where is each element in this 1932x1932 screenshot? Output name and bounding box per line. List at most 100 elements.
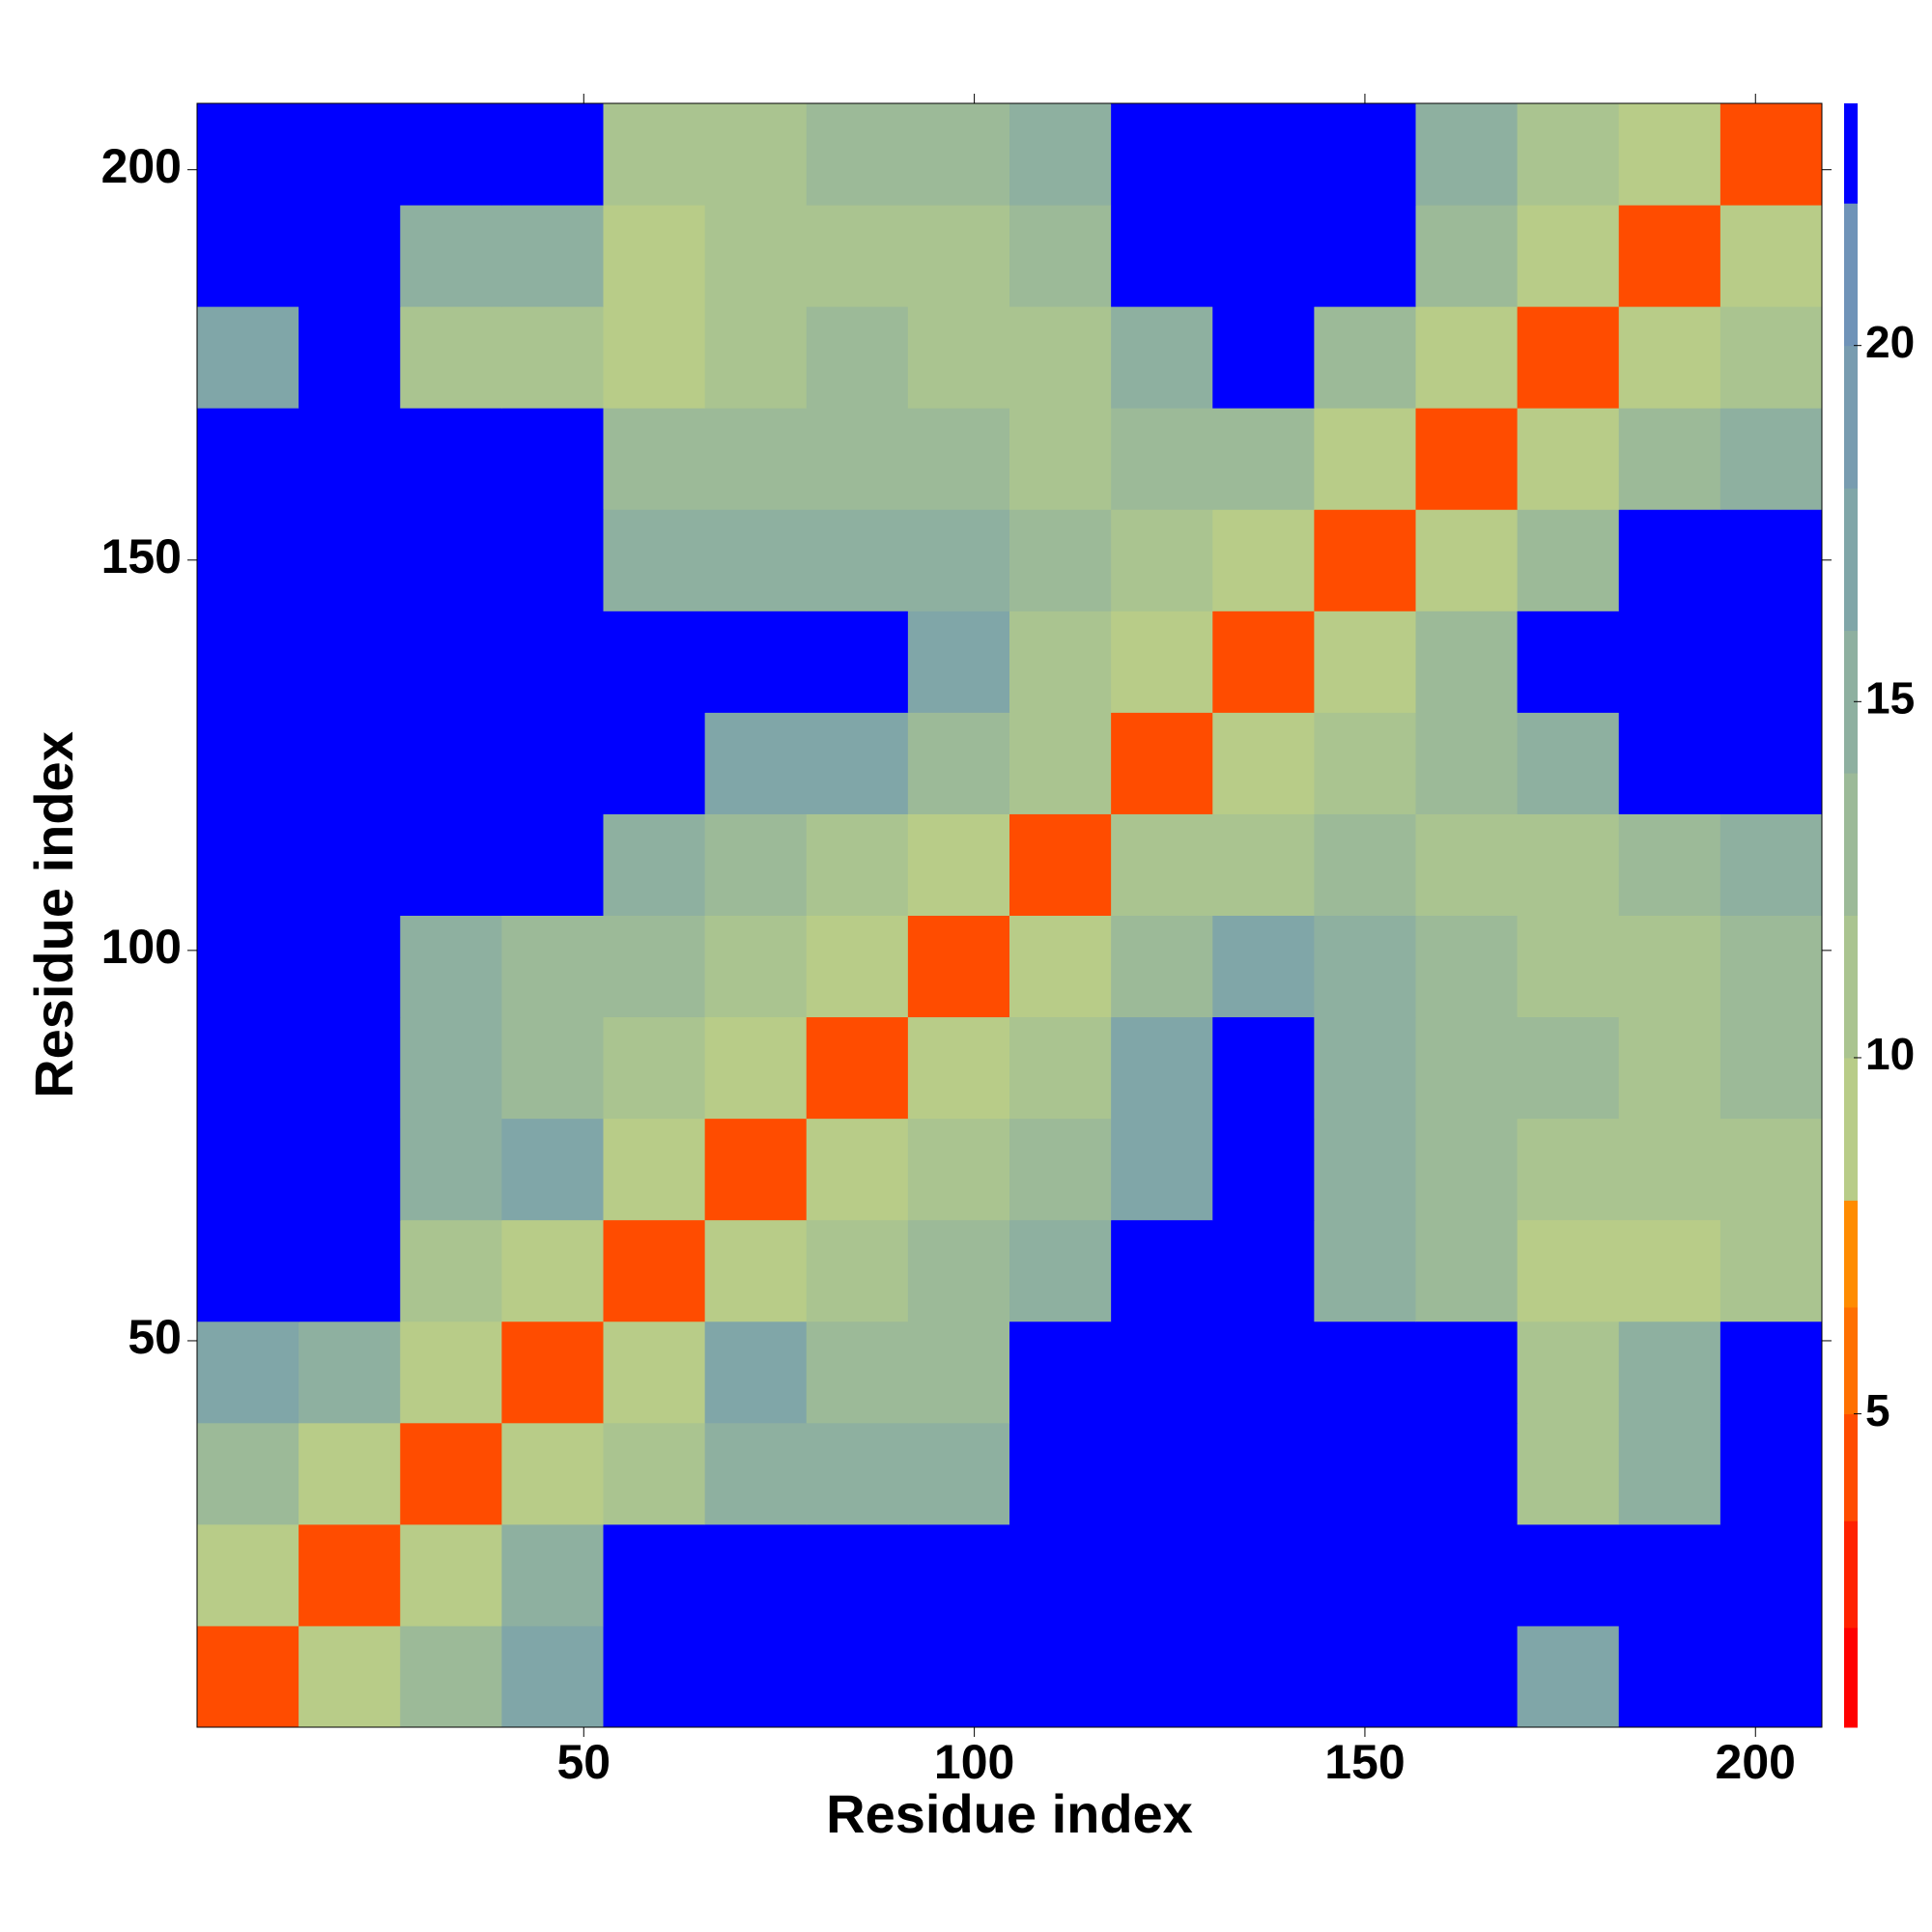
heatmap-cell <box>197 103 299 206</box>
heatmap-cell <box>1618 408 1721 510</box>
colorbar-band <box>1844 345 1858 489</box>
heatmap-cell <box>197 509 299 611</box>
heatmap-cell <box>907 915 1010 1018</box>
heatmap-cell <box>1314 1118 1416 1221</box>
heatmap-cell <box>197 408 299 510</box>
heatmap-cell <box>704 611 808 713</box>
y-axis-label: Residue index <box>23 731 84 1098</box>
heatmap-cell <box>1111 712 1213 814</box>
heatmap-cell <box>1212 712 1315 814</box>
heatmap-cell <box>603 306 706 409</box>
heatmap-cell <box>1618 509 1721 611</box>
heatmap-cell <box>704 408 808 510</box>
heatmap-cell <box>907 509 1010 611</box>
heatmap-cell <box>1009 1625 1112 1728</box>
heatmap-cell <box>400 1523 502 1627</box>
heatmap-cell <box>501 1321 604 1424</box>
heatmap-cell <box>298 306 401 409</box>
x-tick-label: 100 <box>934 1735 1014 1789</box>
heatmap-cell <box>1618 1016 1721 1120</box>
heatmap-cell <box>1719 1422 1823 1525</box>
x-tick-label: 150 <box>1324 1735 1405 1789</box>
heatmap-cell <box>907 1118 1010 1221</box>
heatmap-cell <box>298 1321 401 1424</box>
heatmap-cell <box>400 1321 502 1424</box>
heatmap-cell <box>501 1118 604 1221</box>
heatmap-cell <box>197 1523 299 1627</box>
heatmap-cell <box>1618 1523 1721 1627</box>
heatmap-cell <box>1314 1321 1416 1424</box>
heatmap-cell <box>603 205 706 307</box>
heatmap-cell <box>1719 611 1823 713</box>
heatmap-cell <box>1415 611 1519 713</box>
heatmap-cell <box>1618 1321 1721 1424</box>
heatmap-cell <box>603 1625 706 1728</box>
heatmap-cell <box>603 408 706 510</box>
heatmap-cell <box>704 1422 808 1525</box>
heatmap-cell <box>197 1422 299 1525</box>
heatmap-cell <box>1517 1422 1620 1525</box>
heatmap-cell <box>1314 205 1416 307</box>
heatmap-cell <box>704 813 808 916</box>
heatmap-cell <box>1111 1625 1213 1728</box>
heatmap-cell <box>1314 1219 1416 1322</box>
heatmap-cell <box>197 1016 299 1120</box>
heatmap-cell <box>1517 813 1620 916</box>
heatmap-cell <box>1517 306 1620 409</box>
heatmap-cell <box>400 1422 502 1525</box>
heatmap-cell <box>197 1219 299 1322</box>
heatmap-cell <box>1111 1016 1213 1120</box>
heatmap-cell <box>400 1625 502 1728</box>
heatmap-cell <box>1009 1016 1112 1120</box>
heatmap-cell <box>1314 509 1416 611</box>
heatmap-cell <box>1618 813 1721 916</box>
heatmap-cell <box>1009 915 1112 1018</box>
colorbar-band <box>1844 1057 1858 1201</box>
heatmap-cell <box>1111 1422 1213 1525</box>
heatmap-cell <box>704 103 808 206</box>
heatmap-cell <box>806 408 909 510</box>
heatmap-cell <box>1415 915 1519 1018</box>
heatmap-cell <box>400 1118 502 1221</box>
heatmap-cell <box>1517 1016 1620 1120</box>
heatmap-cell <box>1618 712 1721 814</box>
heatmap-cell <box>1517 1625 1620 1728</box>
heatmap-cell <box>704 306 808 409</box>
heatmap-cell <box>1314 813 1416 916</box>
heatmap-cell <box>400 509 502 611</box>
heatmap-cell <box>1212 1321 1315 1424</box>
heatmap-cell <box>1212 915 1315 1018</box>
heatmap-cell <box>1111 1219 1213 1322</box>
heatmap-cell <box>197 1625 299 1728</box>
heatmap-cell <box>806 103 909 206</box>
heatmap-cell <box>1719 205 1823 307</box>
heatmap-cell <box>1517 611 1620 713</box>
heatmap-cell <box>1517 103 1620 206</box>
heatmap-cell <box>197 915 299 1018</box>
heatmap-cell <box>907 1625 1010 1728</box>
heatmap-cell <box>1618 103 1721 206</box>
heatmap-cell <box>1111 509 1213 611</box>
heatmap-cell <box>1618 1219 1721 1322</box>
heatmap-cell <box>1212 306 1315 409</box>
heatmap-cell <box>1314 1523 1416 1627</box>
heatmap-cell <box>1415 306 1519 409</box>
heatmap-cell <box>197 611 299 713</box>
heatmap-cell <box>298 813 401 916</box>
heatmap-cell <box>1618 306 1721 409</box>
heatmap-cell <box>806 509 909 611</box>
colorbar-band <box>1844 630 1858 774</box>
heatmap-cell <box>806 306 909 409</box>
heatmap-cell <box>806 1625 909 1728</box>
heatmap-cell <box>1517 509 1620 611</box>
heatmap-cell <box>1517 712 1620 814</box>
heatmap-cell <box>501 1016 604 1120</box>
heatmap-cell <box>907 712 1010 814</box>
heatmap-cell <box>298 712 401 814</box>
heatmap-cell <box>1212 1118 1315 1221</box>
heatmap-cell <box>1111 408 1213 510</box>
heatmap-cell <box>1415 1321 1519 1424</box>
colorbar-band <box>1844 103 1858 204</box>
colorbar-band <box>1844 915 1858 1059</box>
